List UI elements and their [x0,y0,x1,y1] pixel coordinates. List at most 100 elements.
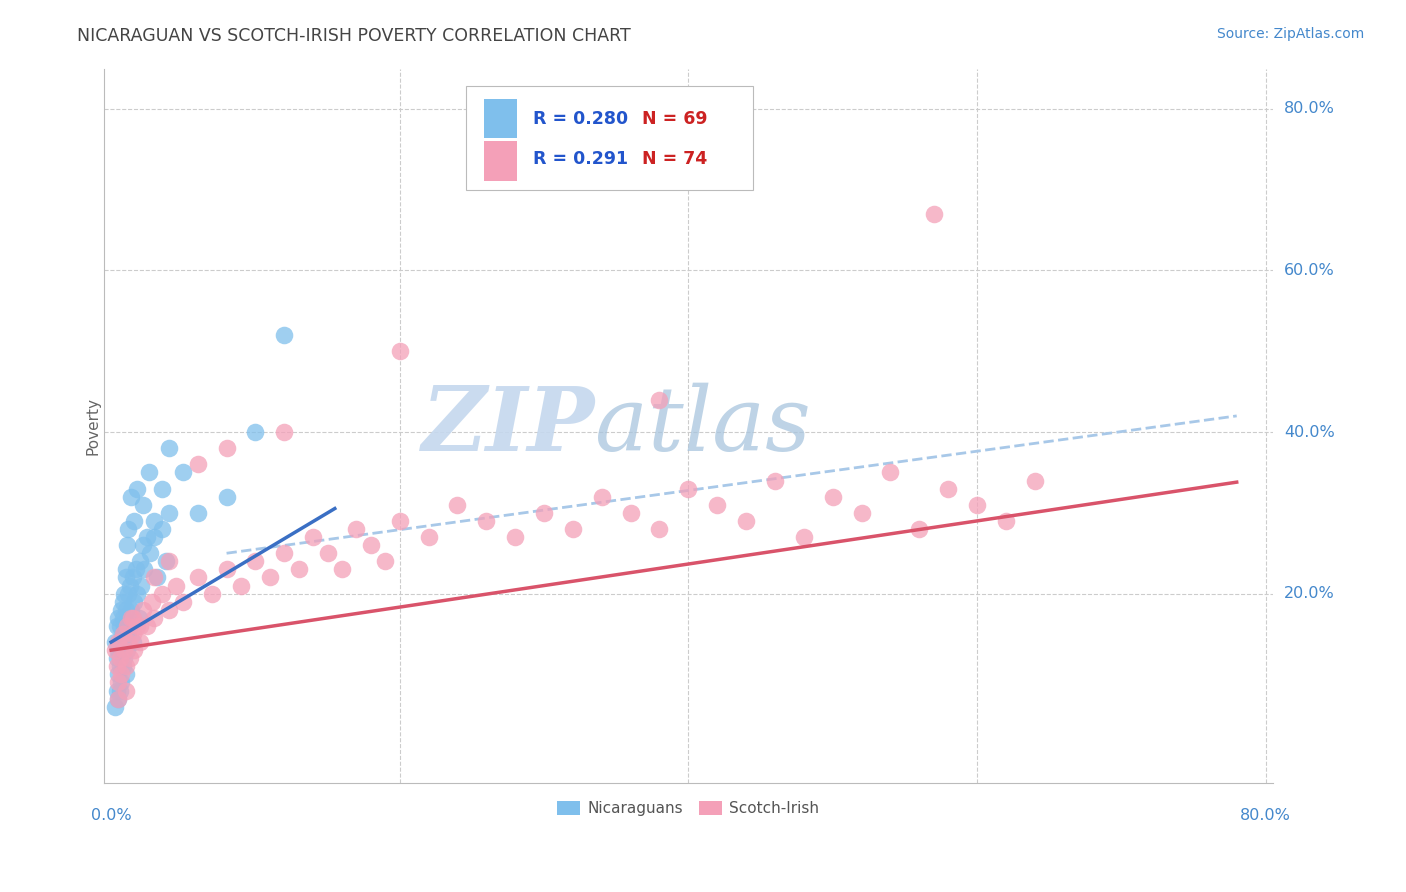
Point [620,506,643,520]
Point [118,651,141,665]
Point [201,587,224,601]
Point [936,482,959,496]
Point [346,522,368,536]
Point [129,554,152,568]
Point [114,635,136,649]
Point [793,530,815,544]
Point [922,207,945,221]
Point [120,603,142,617]
Point [136,619,159,633]
FancyBboxPatch shape [484,142,516,181]
Point [273,425,295,439]
Point [114,603,136,617]
Point [114,659,136,673]
Point [908,522,931,536]
Legend: Nicaraguans, Scotch-Irish: Nicaraguans, Scotch-Irish [551,795,825,822]
Point [132,538,155,552]
Point [114,562,136,576]
Text: 20.0%: 20.0% [1284,586,1334,601]
Text: N = 74: N = 74 [641,151,707,169]
Text: 60.0%: 60.0% [1284,263,1334,278]
Point [136,530,159,544]
Point [107,675,129,690]
Y-axis label: Poverty: Poverty [86,397,100,455]
Point [122,643,145,657]
Point [132,603,155,617]
Point [108,651,131,665]
Point [1024,474,1046,488]
Point [143,570,166,584]
Point [706,498,728,512]
Point [132,498,155,512]
Point [107,691,129,706]
Point [115,538,138,552]
Point [157,441,180,455]
Point [138,466,160,480]
Point [215,441,238,455]
Point [388,514,411,528]
Text: 40.0%: 40.0% [1284,425,1334,440]
Point [104,635,127,649]
Point [127,482,149,496]
Point [229,578,252,592]
Point [118,619,141,633]
Point [172,595,194,609]
Text: ZIP: ZIP [422,383,595,469]
Point [117,522,139,536]
Point [678,482,700,496]
Point [108,683,131,698]
Point [121,570,143,584]
Point [117,635,139,649]
Point [107,611,129,625]
Point [187,458,209,472]
Point [330,562,353,576]
Point [117,627,139,641]
Point [172,466,194,480]
Point [110,675,132,690]
Point [273,328,295,343]
Point [374,554,396,568]
Point [110,635,132,649]
Point [114,667,136,681]
Text: NICARAGUAN VS SCOTCH-IRISH POVERTY CORRELATION CHART: NICARAGUAN VS SCOTCH-IRISH POVERTY CORRE… [77,27,631,45]
Point [110,643,132,657]
Point [129,635,152,649]
Point [127,587,149,601]
Point [187,570,209,584]
Point [122,595,145,609]
Text: 0.0%: 0.0% [91,808,131,823]
Point [143,530,166,544]
Point [533,506,555,520]
Point [107,643,129,657]
Point [273,546,295,560]
Point [503,530,526,544]
Point [120,611,142,625]
Point [104,643,127,657]
Point [104,699,127,714]
Point [388,344,411,359]
Point [215,562,238,576]
Point [117,587,139,601]
Point [122,514,145,528]
Point [143,611,166,625]
Point [121,627,143,641]
Point [735,514,758,528]
Point [994,514,1017,528]
Point [821,490,844,504]
Point [141,595,163,609]
Point [360,538,382,552]
Point [112,619,135,633]
Point [108,619,131,633]
Point [561,522,583,536]
Point [107,691,129,706]
Text: Source: ZipAtlas.com: Source: ZipAtlas.com [1216,27,1364,41]
Point [118,578,141,592]
Point [105,683,128,698]
Text: 80.0%: 80.0% [1240,808,1291,823]
Point [111,611,134,625]
Point [111,627,134,641]
Text: R = 0.280: R = 0.280 [533,110,628,128]
Point [139,546,162,560]
Point [105,651,128,665]
FancyBboxPatch shape [467,87,752,190]
